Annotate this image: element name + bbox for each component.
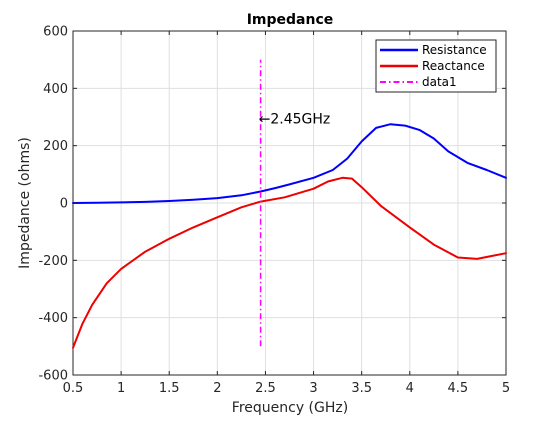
x-tick-label: 3.5 bbox=[351, 381, 372, 396]
series-line-reactance bbox=[72, 176, 507, 349]
x-tick-label: 3 bbox=[309, 381, 317, 396]
chart-title: Impedance bbox=[247, 12, 334, 28]
x-tick-label: 0.5 bbox=[63, 381, 84, 396]
y-tick-label: -400 bbox=[38, 311, 68, 326]
x-tick-label: 4.5 bbox=[448, 381, 469, 396]
annotation-layer: ←2.45GHz bbox=[259, 111, 331, 127]
y-tick-label: 600 bbox=[43, 25, 68, 40]
legend: Resistance Reactance data1 bbox=[375, 39, 497, 93]
x-tick-label: 1.5 bbox=[159, 381, 180, 396]
annotation-label: ←2.45GHz bbox=[259, 111, 331, 127]
y-tick-label: -600 bbox=[38, 369, 68, 384]
x-tick-label: 1 bbox=[117, 381, 125, 396]
y-tick-label: 200 bbox=[43, 139, 68, 154]
x-tick-label: 2.5 bbox=[255, 381, 276, 396]
y-tick-label: 400 bbox=[43, 82, 68, 97]
y-tick-label: -200 bbox=[38, 254, 68, 269]
series-layer bbox=[72, 59, 507, 349]
legend-label: Reactance bbox=[422, 59, 485, 73]
axes-ticks: 0.5 1 1.5 2 2.5 3 3.5 4 4.5 5 -600 -400 -200 0 200 400 6… bbox=[38, 25, 510, 397]
series-line-resistance bbox=[72, 123, 507, 204]
x-axis-title: Frequency (GHz) bbox=[232, 400, 348, 416]
y-tick-label: 0 bbox=[60, 197, 68, 212]
y-axis-title: Impedance (ohms) bbox=[17, 137, 33, 269]
legend-label: data1 bbox=[422, 75, 457, 89]
x-tick-label: 4 bbox=[406, 381, 414, 396]
x-tick-label: 2 bbox=[213, 381, 221, 396]
legend-label: Resistance bbox=[422, 43, 487, 57]
x-tick-label: 5 bbox=[502, 381, 510, 396]
